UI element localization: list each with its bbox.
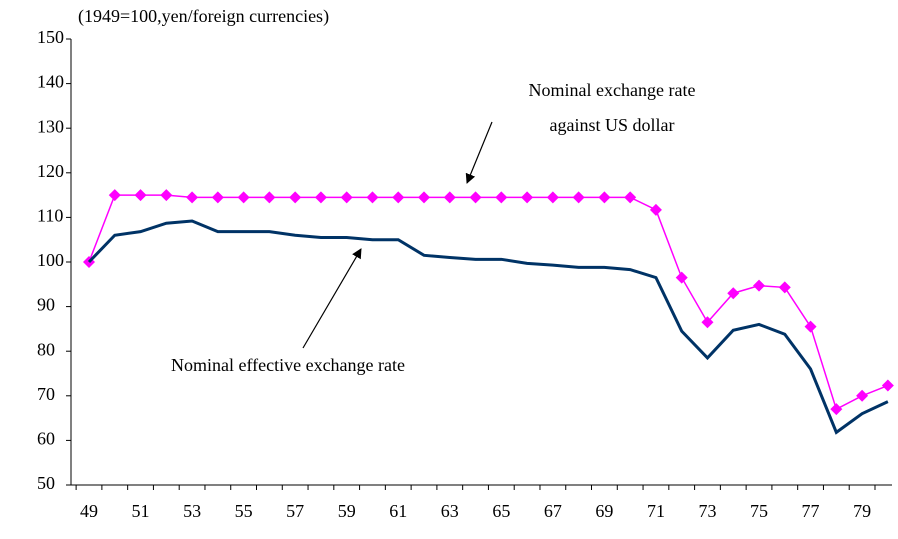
- y-tick-label: 60: [37, 429, 55, 449]
- annotation-arrow: [302, 248, 362, 349]
- data-point: [443, 191, 456, 204]
- data-point: [340, 191, 353, 204]
- series-line: [87, 219, 889, 435]
- data-point: [778, 281, 791, 294]
- y-tick-label: 150: [37, 27, 64, 47]
- x-tick-label: 67: [544, 501, 562, 521]
- data-point: [108, 189, 121, 202]
- data-point: [392, 191, 405, 204]
- annotation: against US dollar: [550, 115, 675, 135]
- data-point: [830, 403, 843, 416]
- data-point: [186, 191, 199, 204]
- x-tick-label: 77: [802, 501, 820, 521]
- data-point: [881, 379, 894, 392]
- data-point: [521, 191, 534, 204]
- data-point: [856, 389, 869, 402]
- x-tick-label: 51: [132, 501, 150, 521]
- data-point: [495, 191, 508, 204]
- annotation-arrow: [465, 121, 493, 184]
- x-tick-label: 57: [286, 501, 304, 521]
- data-point: [211, 191, 224, 204]
- annotation: Nominal exchange rate: [529, 80, 696, 100]
- data-point: [418, 191, 431, 204]
- y-tick-label: 140: [37, 72, 64, 92]
- data-point: [753, 279, 766, 292]
- data-point: [598, 191, 611, 204]
- data-point: [263, 191, 276, 204]
- data-point: [289, 191, 302, 204]
- x-tick-label: 71: [647, 501, 665, 521]
- x-tick-label: 69: [595, 501, 613, 521]
- data-point: [546, 191, 559, 204]
- y-tick-label: 90: [37, 295, 55, 315]
- data-point: [366, 191, 379, 204]
- annotation: Nominal effective exchange rate: [171, 355, 405, 375]
- y-tick-label: 50: [37, 473, 55, 493]
- x-tick-label: 75: [750, 501, 768, 521]
- x-tick-label: 55: [235, 501, 253, 521]
- data-point: [572, 191, 585, 204]
- data-point: [624, 191, 637, 204]
- x-tick-label: 49: [80, 501, 98, 521]
- data-point: [469, 191, 482, 204]
- y-tick-label: 130: [37, 116, 64, 136]
- x-tick-label: 59: [338, 501, 356, 521]
- data-point: [675, 271, 688, 284]
- data-point: [649, 203, 662, 216]
- x-tick-label: 79: [853, 501, 871, 521]
- x-tick-label: 53: [183, 501, 201, 521]
- y-tick-label: 80: [37, 339, 55, 359]
- data-point: [804, 320, 817, 333]
- x-tick-label: 65: [492, 501, 510, 521]
- data-point: [134, 189, 147, 202]
- data-point: [701, 316, 714, 329]
- y-tick-label: 110: [37, 206, 63, 226]
- data-point: [314, 191, 327, 204]
- data-point: [160, 189, 173, 202]
- y-tick-label: 70: [37, 384, 55, 404]
- data-point: [237, 191, 250, 204]
- data-point: [727, 287, 740, 300]
- x-tick-label: 63: [441, 501, 459, 521]
- x-tick-label: 73: [698, 501, 716, 521]
- y-tick-label: 120: [37, 161, 64, 181]
- y-tick-label: 100: [37, 250, 64, 270]
- x-tick-label: 61: [389, 501, 407, 521]
- subtitle: (1949=100,yen/foreign currencies): [78, 6, 329, 27]
